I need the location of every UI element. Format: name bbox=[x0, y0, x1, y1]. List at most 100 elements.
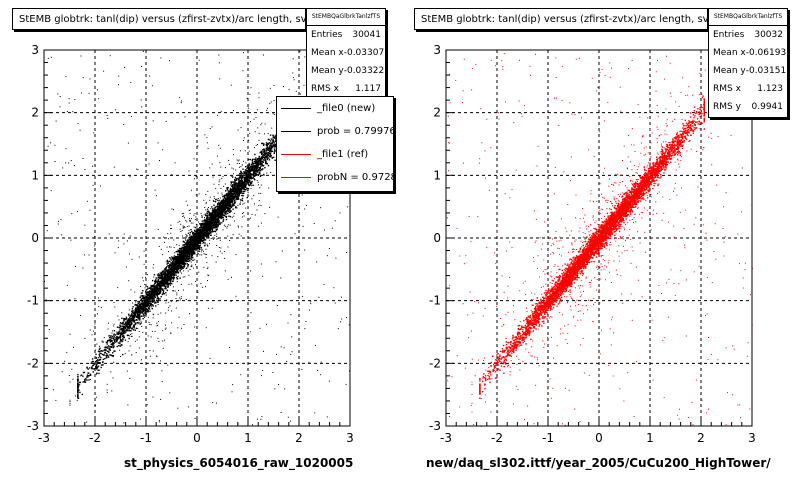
scatter-point bbox=[245, 177, 247, 180]
scatter-point bbox=[231, 196, 234, 198]
scatter-point bbox=[200, 227, 202, 229]
scatter-point bbox=[132, 315, 135, 317]
scatter-point bbox=[183, 259, 186, 261]
scatter-point bbox=[187, 243, 190, 245]
scatter-point bbox=[214, 214, 217, 216]
scatter-point bbox=[123, 329, 125, 331]
scatter-point bbox=[180, 251, 183, 253]
scatter-point bbox=[232, 188, 234, 190]
scatter-point bbox=[107, 346, 109, 348]
scatter-point bbox=[132, 311, 134, 313]
scatter-point bbox=[174, 260, 177, 263]
scatter-point bbox=[228, 159, 230, 161]
scatter-point bbox=[77, 390, 79, 392]
scatter-point bbox=[121, 317, 123, 320]
scatter-point bbox=[159, 284, 161, 287]
scatter-point bbox=[156, 299, 158, 301]
scatter-point bbox=[190, 252, 192, 254]
scatter-point bbox=[207, 235, 210, 238]
scatter-point bbox=[162, 347, 164, 349]
scatter-point bbox=[144, 299, 147, 302]
scatter-point bbox=[131, 319, 134, 321]
scatter-point bbox=[106, 353, 108, 355]
scatter-point bbox=[272, 136, 274, 139]
scatter-point bbox=[176, 256, 178, 258]
scatter-point bbox=[222, 213, 223, 215]
scatter-point bbox=[171, 270, 174, 272]
scatter-point bbox=[248, 168, 250, 170]
scatter-point bbox=[140, 305, 142, 308]
scatter-point bbox=[251, 158, 254, 161]
scatter-point bbox=[217, 208, 219, 210]
scatter-point bbox=[229, 205, 231, 208]
scatter-point bbox=[228, 200, 230, 202]
scatter-point bbox=[162, 288, 164, 290]
scatter-point bbox=[128, 323, 130, 325]
scatter-point bbox=[229, 199, 231, 202]
scatter-point bbox=[182, 259, 184, 261]
scatter-point bbox=[130, 321, 133, 324]
scatter-point bbox=[102, 364, 104, 366]
scatter-point bbox=[176, 258, 178, 260]
scatter-point bbox=[190, 229, 192, 231]
scatter-point bbox=[118, 326, 120, 329]
scatter-point bbox=[187, 252, 189, 254]
scatter-point bbox=[139, 303, 142, 305]
scatter-point bbox=[186, 255, 188, 257]
scatter-point bbox=[166, 259, 169, 262]
scatter-point bbox=[249, 184, 251, 186]
scatter-point bbox=[244, 176, 246, 178]
scatter-point bbox=[177, 272, 179, 274]
scatter-point bbox=[268, 152, 271, 155]
scatter-point bbox=[80, 315, 81, 316]
scatter-point bbox=[183, 252, 186, 255]
scatter-point bbox=[204, 226, 207, 228]
scatter-point bbox=[222, 200, 224, 203]
scatter-point bbox=[180, 297, 182, 299]
scatter-point bbox=[125, 325, 127, 328]
scatter-point bbox=[110, 340, 113, 342]
scatter-point bbox=[182, 254, 184, 256]
scatter-point bbox=[195, 243, 198, 245]
scatter-point bbox=[216, 209, 218, 212]
scatter-point bbox=[218, 211, 220, 213]
scatter-point bbox=[192, 232, 194, 234]
scatter-point bbox=[99, 358, 102, 361]
scatter-point bbox=[246, 182, 249, 184]
scatter-point bbox=[274, 144, 277, 147]
scatter-point bbox=[229, 211, 231, 213]
scatter-point bbox=[146, 288, 149, 290]
scatter-point bbox=[183, 250, 185, 253]
scatter-point bbox=[178, 253, 180, 256]
scatter-point bbox=[161, 281, 163, 283]
scatter-point bbox=[104, 358, 106, 360]
scatter-point bbox=[152, 295, 155, 297]
scatter-point bbox=[231, 202, 233, 204]
scatter-point bbox=[98, 350, 101, 353]
scatter-point bbox=[142, 290, 144, 292]
scatter-point bbox=[160, 276, 163, 278]
scatter-point bbox=[190, 257, 192, 259]
scatter-point bbox=[128, 324, 130, 326]
scatter-point bbox=[115, 339, 117, 341]
scatter-point bbox=[141, 300, 143, 302]
scatter-point bbox=[80, 374, 83, 376]
scatter-point bbox=[102, 358, 104, 361]
scatter-point bbox=[171, 174, 173, 175]
scatter-point bbox=[145, 308, 147, 310]
scatter-point bbox=[144, 312, 146, 314]
scatter-point bbox=[145, 313, 147, 315]
scatter-point bbox=[155, 279, 157, 281]
scatter-point bbox=[266, 158, 268, 161]
scatter-point bbox=[161, 293, 164, 296]
scatter-point bbox=[177, 261, 180, 264]
scatter-point bbox=[239, 181, 241, 183]
scatter-point bbox=[196, 266, 198, 268]
scatter-point bbox=[112, 337, 115, 339]
scatter-point bbox=[177, 253, 179, 255]
scatter-point bbox=[121, 330, 123, 332]
scatter-point bbox=[209, 221, 211, 223]
scatter-point bbox=[267, 157, 269, 159]
scatter-point bbox=[263, 152, 265, 155]
scatter-point bbox=[209, 228, 212, 230]
